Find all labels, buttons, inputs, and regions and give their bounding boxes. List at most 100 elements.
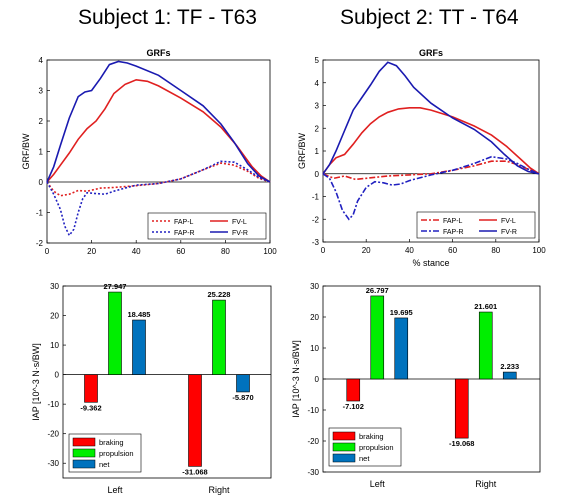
y-tick-label: 3: [39, 87, 44, 96]
legend-label: FAP-R: [174, 230, 195, 237]
bar-propulsion-left: [370, 295, 385, 380]
legend-label: FAP-L: [174, 219, 194, 226]
y-tick-label: 1: [315, 147, 320, 156]
legend-swatch: [72, 448, 96, 458]
x-tick-label: 20: [87, 247, 96, 256]
legend-label: propulsion: [359, 443, 394, 452]
bar-value-label: 18.485: [128, 310, 151, 319]
y-tick-label: -20: [47, 430, 59, 439]
y-tick-label: -2: [36, 239, 44, 248]
x-tick-label: 40: [405, 246, 414, 255]
bar-value-label: -19.068: [449, 439, 474, 448]
x-axis-label: % stance: [412, 258, 449, 268]
y-tick-label: 4: [315, 79, 320, 88]
legend-label: FV-R: [232, 230, 248, 237]
y-tick-label: 1: [39, 148, 44, 157]
legend-swatch: [72, 459, 96, 469]
y-tick-label: 30: [310, 282, 319, 291]
bar-braking-right: [188, 374, 202, 467]
legend-label: FV-L: [501, 218, 516, 225]
bar-value-label: -31.068: [182, 467, 207, 476]
y-axis-label: IAP [10^-3 N·s/BW]: [291, 340, 301, 418]
bar-braking-left: [84, 374, 98, 403]
legend-label: braking: [99, 438, 124, 447]
y-tick-label: 30: [50, 282, 59, 291]
subject-1-title: Subject 1: TF - T63: [78, 6, 257, 29]
x-tick-label: 40: [132, 247, 141, 256]
x-tick-label: 80: [221, 247, 230, 256]
legend-label: FV-L: [232, 219, 247, 226]
bar-net-right: [502, 371, 517, 380]
bar-value-label: -7.102: [343, 402, 364, 411]
y-tick-label: -3: [312, 238, 320, 247]
series-line-fap-r: [322, 155, 540, 221]
y-tick-label: -20: [307, 437, 319, 446]
legend-label: FAP-L: [443, 218, 463, 225]
series-line-fv-r: [46, 60, 271, 183]
legend-label: net: [99, 460, 110, 469]
x-category-label: Right: [208, 485, 230, 495]
y-tick-label: 2: [39, 117, 44, 126]
subject-2-title: Subject 2: TT - T64: [340, 6, 519, 29]
bar-propulsion-right: [478, 311, 493, 380]
legend-label: braking: [359, 432, 384, 441]
x-category-label: Left: [107, 485, 123, 495]
chart-title: GRFs: [419, 48, 443, 58]
y-tick-label: 0: [55, 371, 60, 380]
bar-value-label: -9.362: [80, 403, 101, 412]
legend-label: FV-R: [501, 229, 517, 236]
plot-frame-0: [46, 59, 271, 244]
bar-value-label: 19.695: [390, 308, 413, 317]
bar-net-right: [236, 374, 250, 393]
y-tick-label: 4: [39, 56, 44, 65]
y-tick-label: -10: [307, 406, 319, 415]
bar-braking-left: [346, 378, 361, 402]
x-category-label: Left: [370, 479, 386, 489]
legend-swatch: [332, 431, 356, 441]
legend-label: FAP-R: [443, 229, 464, 236]
plot-frame-1: [322, 59, 540, 243]
y-tick-label: 0: [315, 170, 320, 179]
x-tick-label: 60: [448, 246, 457, 255]
series-line-fv-l: [322, 107, 540, 175]
x-tick-label: 100: [532, 246, 546, 255]
x-tick-label: 0: [321, 246, 326, 255]
y-tick-label: 5: [315, 56, 320, 65]
bar-net-left: [394, 317, 409, 380]
legend-swatch: [72, 437, 96, 447]
bar-value-label: 26.797: [366, 286, 389, 295]
chart-title: GRFs: [146, 48, 170, 58]
legend-box: [147, 212, 267, 240]
bar-value-label: -5.870: [232, 393, 253, 402]
series-line-fv-r: [322, 61, 540, 175]
y-axis-label: GRF/BW: [21, 133, 31, 170]
bar-braking-right: [454, 378, 469, 439]
bar-value-label: 2.233: [500, 362, 519, 371]
legend-label: propulsion: [99, 449, 134, 458]
x-tick-label: 60: [176, 247, 185, 256]
y-tick-label: -1: [36, 209, 44, 218]
x-tick-label: 0: [45, 247, 50, 256]
y-tick-label: 10: [310, 344, 319, 353]
x-tick-label: 20: [362, 246, 371, 255]
x-tick-label: 100: [263, 247, 277, 256]
y-axis-label: GRF/BW: [297, 132, 307, 169]
bar-propulsion-left: [108, 291, 122, 375]
y-tick-label: 2: [315, 124, 320, 133]
y-tick-label: 3: [315, 102, 320, 111]
legend-swatch: [332, 442, 356, 452]
bar-value-label: 25.228: [208, 290, 231, 299]
legend-box: [416, 211, 536, 239]
legend-swatch: [332, 453, 356, 463]
legend-label: net: [359, 454, 370, 463]
bar-net-left: [132, 319, 146, 375]
y-tick-label: -30: [307, 468, 319, 477]
y-tick-label: -2: [312, 215, 320, 224]
bar-value-label: 27.947: [104, 282, 127, 291]
y-tick-label: 20: [310, 313, 319, 322]
series-line-fap-l: [46, 162, 271, 197]
x-category-label: Right: [475, 479, 497, 489]
bar-value-label: 21.601: [474, 302, 497, 311]
y-axis-label: IAP [10^-3 N·s/BW]: [31, 343, 41, 421]
